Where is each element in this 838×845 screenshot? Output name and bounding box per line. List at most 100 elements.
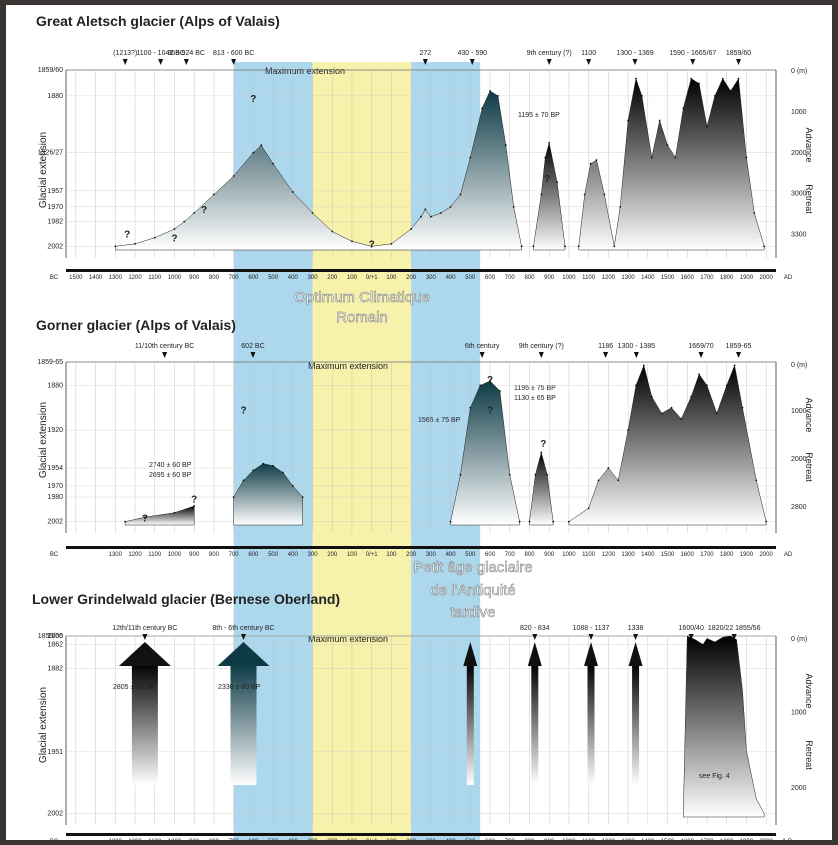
right-tick-label: 2000	[791, 456, 807, 463]
series-0-point	[497, 94, 499, 97]
x-tick-label: 1400	[641, 275, 655, 281]
series-0-point	[213, 193, 215, 196]
x-tick-label: 500	[268, 552, 279, 558]
x-axis-bar	[66, 546, 776, 549]
y-tick-label: 1600	[47, 633, 63, 640]
x-tick-label: BC	[50, 839, 59, 840]
x-tick-label: 700	[229, 839, 240, 840]
top-marker	[688, 634, 694, 640]
y-tick-label: 2002	[47, 519, 63, 526]
series-4-point	[755, 479, 758, 482]
top-marker	[241, 634, 246, 640]
x-tick-label: 700	[505, 552, 516, 558]
series-2-point	[706, 125, 708, 128]
x-tick-label: 300	[426, 552, 437, 558]
right-tick-label: 3000	[791, 191, 807, 198]
series-2-point	[682, 107, 685, 110]
y-tick-label: 1880	[47, 382, 63, 389]
x-tick-label: 100	[386, 839, 397, 840]
series-0-point	[512, 205, 515, 208]
x-tick-label: 1300	[109, 275, 123, 281]
top-marker	[532, 634, 538, 640]
overlay-labels: Optimum Climatique Romain Petit âge glac…	[294, 289, 533, 622]
panel2-ylabel-right2: Advance	[804, 397, 814, 432]
series-0-point	[351, 240, 353, 243]
panel3-ylabel-right: Retreat	[804, 740, 814, 770]
series-4-point	[660, 412, 663, 415]
top-label: 272	[419, 50, 431, 57]
series-4-point	[706, 384, 708, 387]
top-label: (1213?)	[113, 50, 137, 57]
x-tick-label: 1200	[128, 552, 142, 558]
y-tick-label: 1982	[47, 219, 63, 226]
x-tick-label: 700	[505, 275, 516, 281]
series-2-point	[619, 205, 622, 208]
series-0-point	[469, 156, 472, 159]
panel3-ylabel: Glacial extension	[38, 687, 49, 763]
series-2-point	[698, 82, 700, 85]
top-marker	[698, 352, 704, 358]
series-4-point	[725, 384, 728, 387]
x-tick-label: 800	[524, 552, 535, 558]
x-tick-label: 600	[485, 275, 496, 281]
top-marker	[183, 59, 189, 65]
series-0-point	[124, 520, 127, 523]
panel1-max-label: Maximum extension	[265, 66, 345, 76]
x-tick-label: 1100	[582, 839, 596, 840]
panel1-ylabel-right: Retreat	[804, 184, 814, 214]
x-tick-label: 1300	[109, 552, 123, 558]
panel2-annotation-4: 1130 ± 65 BP	[514, 395, 556, 402]
panel3-annotation-0: 2805 ± 80 BP	[113, 684, 156, 691]
x-tick-label: 0/+1	[366, 552, 379, 558]
top-label: 1100 - 1041 BC	[136, 50, 185, 57]
series-2-point	[449, 520, 452, 523]
x-tick-label: 800	[524, 839, 535, 840]
series-2-point	[613, 245, 616, 248]
x-tick-label: 800	[209, 552, 220, 558]
panel1-ylabel: Glacial extension	[38, 132, 49, 208]
x-tick-label: 1300	[621, 275, 635, 281]
series-1-area	[533, 142, 566, 251]
x-tick-label: 600	[248, 839, 259, 840]
top-marker	[586, 59, 592, 65]
series-3-point	[552, 520, 555, 523]
advance-arrow-shaft	[531, 664, 539, 785]
panel3-right-unit: 0 (m)	[791, 636, 807, 643]
x-tick-label: 1100	[582, 275, 596, 281]
panel1-chart: 1859/60 1880 1926/27 1957 1970 1982 2002 1000 20…	[38, 50, 807, 281]
question-mark: ?	[240, 405, 246, 416]
question-mark: ?	[540, 439, 546, 450]
top-marker	[633, 352, 639, 358]
x-tick-label: 300	[308, 839, 319, 840]
x-tick-label: 200	[406, 839, 417, 840]
x-tick-label: 1500	[69, 275, 83, 281]
top-marker	[469, 59, 475, 65]
x-tick-label: 400	[288, 275, 299, 281]
right-tick-label: 2000	[791, 150, 807, 157]
panel3-annotation-2: see Fig. 4	[699, 773, 730, 780]
series-0-point	[252, 151, 255, 154]
series-4-point	[635, 384, 637, 387]
advance-arrow-shaft	[632, 664, 640, 785]
top-label: 1088 - 1137	[573, 625, 610, 632]
x-tick-label: 600	[248, 552, 259, 558]
x-tick-label: 1100	[148, 552, 162, 558]
series-1-point	[242, 479, 245, 482]
series-0-point	[504, 144, 507, 147]
series-2-point	[650, 156, 653, 159]
series-3-point	[528, 520, 531, 523]
series-3-point	[534, 473, 537, 476]
x-tick-label: 1300	[621, 839, 635, 840]
x-tick-label: 2000	[759, 275, 773, 281]
optimum-label-1: Optimum Climatique	[294, 289, 430, 306]
top-label: 1590 - 1665/67	[669, 50, 716, 57]
top-marker	[632, 59, 638, 65]
top-marker	[250, 352, 256, 358]
series-1-point	[291, 485, 294, 487]
x-tick-label: 1700	[700, 839, 714, 840]
series-0-point	[291, 191, 294, 193]
series-2-point	[577, 245, 580, 248]
x-tick-label: 1000	[168, 552, 182, 558]
x-tick-label: 0/+1	[366, 275, 379, 281]
question-mark: ?	[544, 174, 550, 185]
